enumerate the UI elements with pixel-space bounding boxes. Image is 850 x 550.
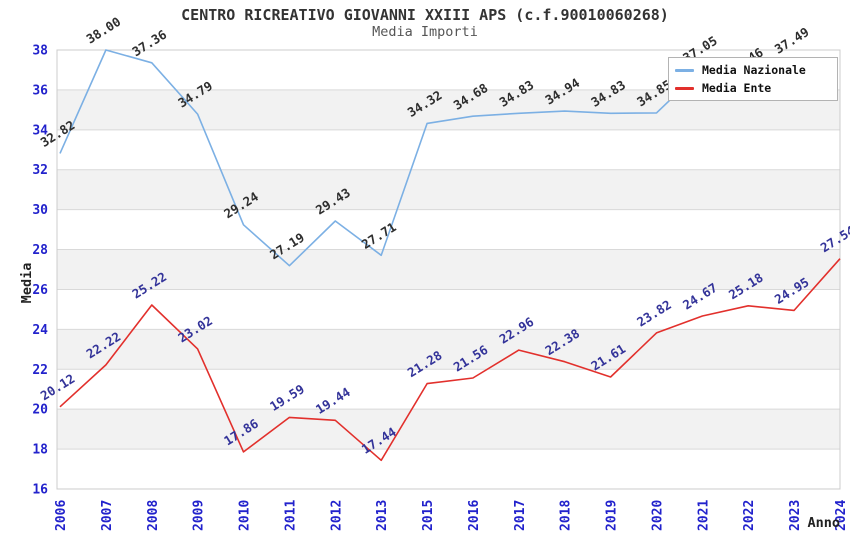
x-tick-label: 2009 [192,500,207,531]
legend-label-media-ente: Media Ente [702,81,772,95]
point-label: 37.49 [772,24,812,57]
x-tick-label: 2008 [146,500,161,531]
y-tick-label: 22 [32,363,48,378]
y-tick-label: 36 [32,83,48,98]
x-tick-label: 2021 [696,500,711,531]
y-tick-label: 32 [32,163,48,178]
x-tick-label: 2012 [329,500,344,531]
grid-band [57,249,840,290]
x-tick-label: 2022 [742,500,757,531]
x-tick-label: 2024 [834,500,849,531]
plot-frame [56,49,841,490]
legend-item-media-nazionale: Media Nazionale [675,63,831,77]
series-line-media-ente [59,258,841,462]
y-tick-label: 38 [32,44,48,59]
grid-band [57,169,840,210]
x-tick-label: 2015 [421,500,436,531]
x-tick-label: 2013 [375,500,390,531]
y-tick-label: 18 [32,443,48,458]
y-tick-label: 30 [32,203,48,218]
x-tick-label: 2010 [238,500,253,531]
y-tick-label: 16 [32,482,48,497]
y-tick-label: 28 [32,243,48,258]
x-axis-title: Anno [807,515,840,531]
x-tick-label: 2006 [54,500,69,531]
grid-band [57,409,840,450]
legend-item-media-ente: Media Ente [675,81,831,95]
point-label: 27.71 [359,219,399,252]
chart-title: CENTRO RICREATIVO GIOVANNI XXIII APS (c.… [181,6,669,24]
chart-subtitle: Media Importi [372,24,478,40]
y-axis-title: Media [19,263,35,304]
y-tick-label: 24 [32,323,48,338]
grid-band [57,329,840,370]
legend: Media Nazionale Media Ente [668,57,838,101]
x-tick-label: 2017 [513,500,528,531]
x-tick-label: 2007 [100,500,115,531]
legend-swatch-ente-icon [675,86,694,90]
y-tick-label: 20 [32,403,48,418]
x-tick-label: 2023 [788,500,803,531]
x-tick-label: 2020 [650,500,665,531]
x-tick-label: 2016 [467,500,482,531]
x-tick-label: 2011 [283,500,298,531]
legend-swatch-nazionale-icon [675,68,694,72]
y-tick-label: 26 [32,283,48,298]
legend-label-media-nazionale: Media Nazionale [702,63,806,77]
x-tick-label: 2018 [559,500,574,531]
x-tick-label: 2019 [605,500,620,531]
point-label: 23.82 [634,297,674,330]
y-tick-label: 34 [32,123,48,138]
point-label: 37.36 [129,27,169,60]
point-label: 38.00 [84,14,124,47]
